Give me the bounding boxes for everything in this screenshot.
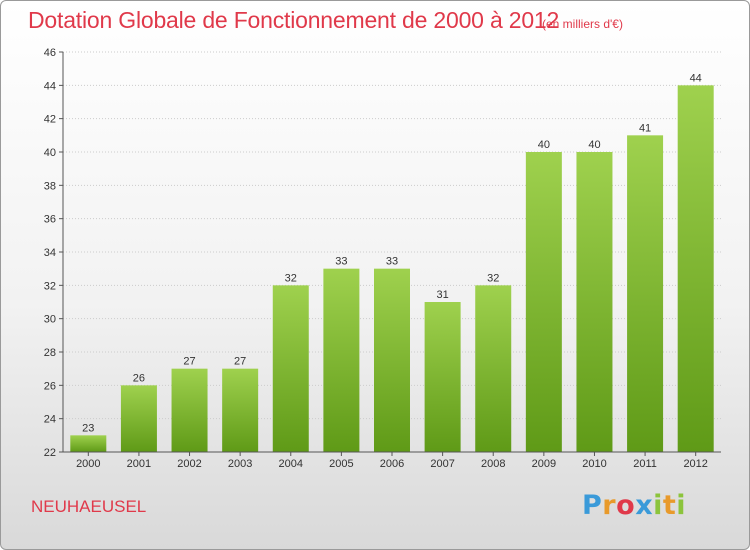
bar-2007 xyxy=(424,302,461,452)
x-tick-label: 2005 xyxy=(329,458,353,470)
x-tick-label: 2008 xyxy=(481,458,505,470)
bar-2009 xyxy=(525,152,562,452)
y-tick-label: 34 xyxy=(44,247,56,259)
data-label: 32 xyxy=(487,272,499,284)
logo-letter: x xyxy=(635,490,654,521)
x-tick-label: 2010 xyxy=(582,458,606,470)
bar-2005 xyxy=(323,268,360,452)
data-label: 26 xyxy=(133,372,145,384)
x-tick-label: 2002 xyxy=(177,458,201,470)
data-label: 32 xyxy=(285,272,297,284)
x-tick-label: 2001 xyxy=(127,458,151,470)
x-tick-label: 2000 xyxy=(76,458,100,470)
y-tick-label: 44 xyxy=(44,80,56,92)
bars xyxy=(70,85,714,453)
bar-2004 xyxy=(272,285,309,452)
y-tick-label: 26 xyxy=(44,380,56,392)
x-tick-label: 2009 xyxy=(532,458,556,470)
x-tick-label: 2007 xyxy=(430,458,454,470)
bar-2002 xyxy=(171,368,208,452)
data-label: 40 xyxy=(538,139,550,151)
logo-letter: P xyxy=(582,490,603,521)
logo-letter: i xyxy=(653,490,663,521)
bar-2011 xyxy=(627,135,664,453)
chart-title: Dotation Globale de Fonctionnement de 20… xyxy=(28,7,560,33)
bar-2012 xyxy=(677,85,714,452)
y-tick-label: 24 xyxy=(44,414,56,426)
chart-subtitle: (en milliers d'€) xyxy=(542,17,623,31)
bar-2010 xyxy=(576,152,613,452)
x-tick-label: 2012 xyxy=(683,458,707,470)
proxiti-logo[interactable]: Proxiti xyxy=(582,490,686,521)
data-label: 27 xyxy=(183,356,195,368)
y-tick-label: 32 xyxy=(44,280,56,292)
y-tick-label: 30 xyxy=(44,314,56,326)
logo-letter: t xyxy=(662,490,677,521)
x-tick-label: 2006 xyxy=(380,458,404,470)
logo-letter: o xyxy=(616,490,636,521)
logo-letter: i xyxy=(676,490,687,521)
axes: 22 24 26 28 30 32 34 36 38 40 42 44 46 2000 2001 2002 20… xyxy=(44,47,721,470)
data-label: 27 xyxy=(234,356,246,368)
data-label: 23 xyxy=(82,422,94,434)
y-tick-label: 28 xyxy=(44,347,56,359)
y-tick-label: 46 xyxy=(44,47,56,59)
y-tick-label: 36 xyxy=(44,214,56,226)
bar-2000 xyxy=(70,435,107,452)
data-label: 40 xyxy=(588,139,600,151)
data-label: 31 xyxy=(436,289,448,301)
data-label: 33 xyxy=(386,256,398,268)
x-tick-label: 2011 xyxy=(633,458,657,470)
bar-2001 xyxy=(120,385,157,452)
data-labels: 23 26 27 27 32 33 33 31 32 40 40 41 44 xyxy=(82,72,702,434)
x-tick-label: 2004 xyxy=(279,458,303,470)
bar-2003 xyxy=(222,368,259,452)
data-label: 44 xyxy=(690,72,702,84)
bar-2006 xyxy=(374,268,410,452)
y-tick-label: 42 xyxy=(44,114,56,126)
x-tick-label: 2003 xyxy=(228,458,252,470)
logo-letter: r xyxy=(602,490,617,521)
data-label: 41 xyxy=(639,122,651,134)
data-label: 33 xyxy=(335,256,347,268)
commune-name: NEUHAEUSEL xyxy=(31,497,147,516)
y-tick-label: 38 xyxy=(44,180,56,192)
bar-2008 xyxy=(475,285,512,452)
y-tick-label: 40 xyxy=(44,147,56,159)
y-tick-label: 22 xyxy=(44,447,56,459)
